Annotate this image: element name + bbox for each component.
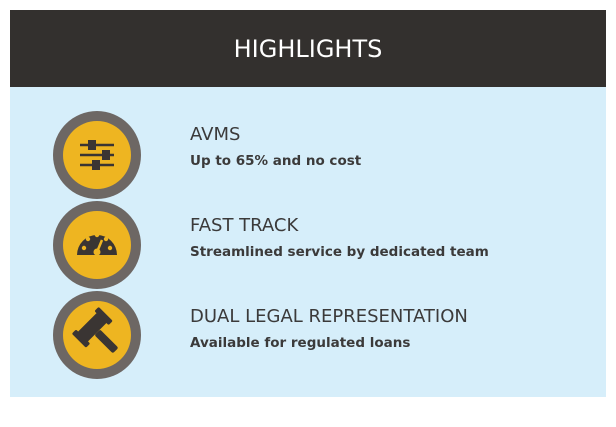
item-subtitle: Available for regulated loans [190, 335, 410, 351]
item-title: FAST TRACK [190, 215, 299, 236]
item-subtitle: Streamlined service by dedicated team [190, 244, 489, 260]
header-bar [10, 10, 606, 87]
item-subtitle: Up to 65% and no cost [190, 153, 362, 169]
item-title: AVMS [190, 124, 240, 145]
header-title: HIGHLIGHTS [234, 35, 383, 63]
item-title: DUAL LEGAL REPRESENTATION [190, 306, 468, 327]
speedometer-icon [53, 201, 141, 289]
gavel-icon [53, 291, 141, 379]
sliders-icon [53, 111, 141, 199]
